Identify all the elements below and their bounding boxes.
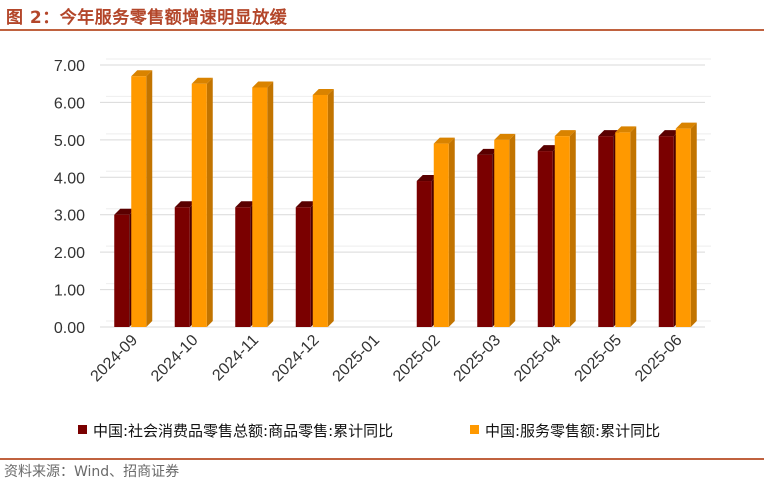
bar-side-face: [146, 70, 153, 327]
x-tick-label: 2025-01: [330, 332, 384, 386]
bar-front-face: [312, 94, 328, 327]
bar-top-face: [598, 130, 620, 137]
bar-front-face: [537, 151, 553, 327]
bar-top-face: [191, 77, 213, 84]
bar-top-face: [252, 81, 274, 88]
bar-side-face: [448, 137, 455, 327]
bar-service-retail: [131, 70, 153, 327]
bar-top-face: [174, 201, 196, 208]
bar-side-face: [630, 126, 637, 327]
bar-top-face: [658, 130, 680, 137]
bar-front-face: [174, 207, 190, 327]
bar-front-face: [675, 128, 691, 327]
x-tick-label: 2025-04: [511, 332, 565, 386]
bar-top-face: [477, 148, 499, 155]
bar-front-face: [433, 143, 449, 327]
bar-front-face: [598, 136, 614, 327]
x-tick-label: 2024-11: [209, 332, 262, 385]
bar-top-face: [235, 201, 257, 208]
y-tick-label: 6.00: [54, 95, 85, 112]
bar-front-face: [235, 207, 251, 327]
bar-top-face: [554, 130, 576, 137]
bar-top-face: [537, 145, 559, 152]
bar-front-face: [554, 136, 570, 327]
bar-top-face: [494, 133, 516, 140]
source-divider: [0, 458, 764, 460]
bar-side-face: [509, 133, 516, 327]
bar-service-retail: [312, 88, 334, 327]
y-tick-label: 5.00: [54, 133, 85, 150]
bar-front-face: [131, 76, 147, 327]
bar-service-retail: [615, 126, 637, 327]
bar-service-retail: [191, 77, 213, 327]
bar-side-face: [327, 88, 334, 327]
bar-front-face: [191, 83, 207, 327]
bar-service-retail: [252, 81, 274, 327]
bar-front-face: [295, 207, 311, 327]
x-tick-label: 2024-12: [269, 332, 323, 386]
bar-top-face: [416, 175, 438, 182]
bar-side-face: [206, 77, 213, 327]
x-tick-label: 2025-03: [451, 332, 505, 386]
figure-title: 图 2：今年服务零售额增速明显放缓: [6, 8, 288, 28]
bar-side-face: [267, 81, 274, 327]
y-tick-label: 1.00: [54, 283, 85, 300]
y-tick-label: 4.00: [54, 170, 85, 187]
bar-service-retail: [675, 122, 697, 327]
legend-swatch: [470, 425, 479, 434]
bar-front-face: [494, 139, 510, 327]
legend-swatch: [78, 425, 87, 434]
bar-front-face: [252, 87, 268, 327]
source-note: 资料来源：Wind、招商证券: [4, 464, 180, 480]
bar-top-face: [312, 88, 334, 95]
bar-front-face: [477, 154, 493, 327]
x-tick-label: 2024-09: [88, 332, 142, 386]
y-tick-label: 7.00: [54, 58, 85, 75]
legend-label: 中国:社会消费品零售总额:商品零售:累计同比: [93, 422, 393, 440]
bar-top-face: [114, 208, 136, 215]
y-axis-ticks: 0.00 1.00 2.00 3.00 4.00 5.00 6.00 7.00: [54, 58, 85, 337]
title-divider: [0, 29, 764, 31]
y-tick-label: 2.00: [54, 245, 85, 262]
bar-top-face: [131, 70, 153, 77]
bar-top-face: [433, 137, 455, 144]
y-tick-label: 0.00: [54, 320, 85, 337]
bar-top-face: [615, 126, 637, 133]
x-tick-label: 2025-02: [390, 332, 444, 386]
bar-service-retail: [433, 137, 455, 327]
y-tick-label: 3.00: [54, 208, 85, 225]
bar-side-face: [569, 130, 576, 327]
legend: 中国:社会消费品零售总额:商品零售:累计同比 中国:服务零售额:累计同比: [78, 422, 660, 440]
x-axis-ticks: 2024-09 2024-10 2024-11 2024-12 2025-01 2025-…: [88, 332, 686, 386]
x-tick-label: 2024-10: [148, 332, 202, 386]
bar-front-face: [114, 214, 130, 327]
bar-service-retail: [554, 130, 576, 327]
x-tick-label: 2025-06: [632, 332, 686, 386]
bar-service-retail: [494, 133, 516, 327]
bar-top-face: [295, 201, 317, 208]
bar-front-face: [416, 181, 432, 327]
bar-side-face: [690, 122, 697, 327]
bar-front-face: [615, 132, 631, 327]
bar-top-face: [675, 122, 697, 129]
x-tick-label: 2025-05: [572, 332, 626, 386]
bars: [114, 70, 697, 327]
legend-label: 中国:服务零售额:累计同比: [485, 422, 660, 440]
bar-front-face: [658, 136, 674, 327]
